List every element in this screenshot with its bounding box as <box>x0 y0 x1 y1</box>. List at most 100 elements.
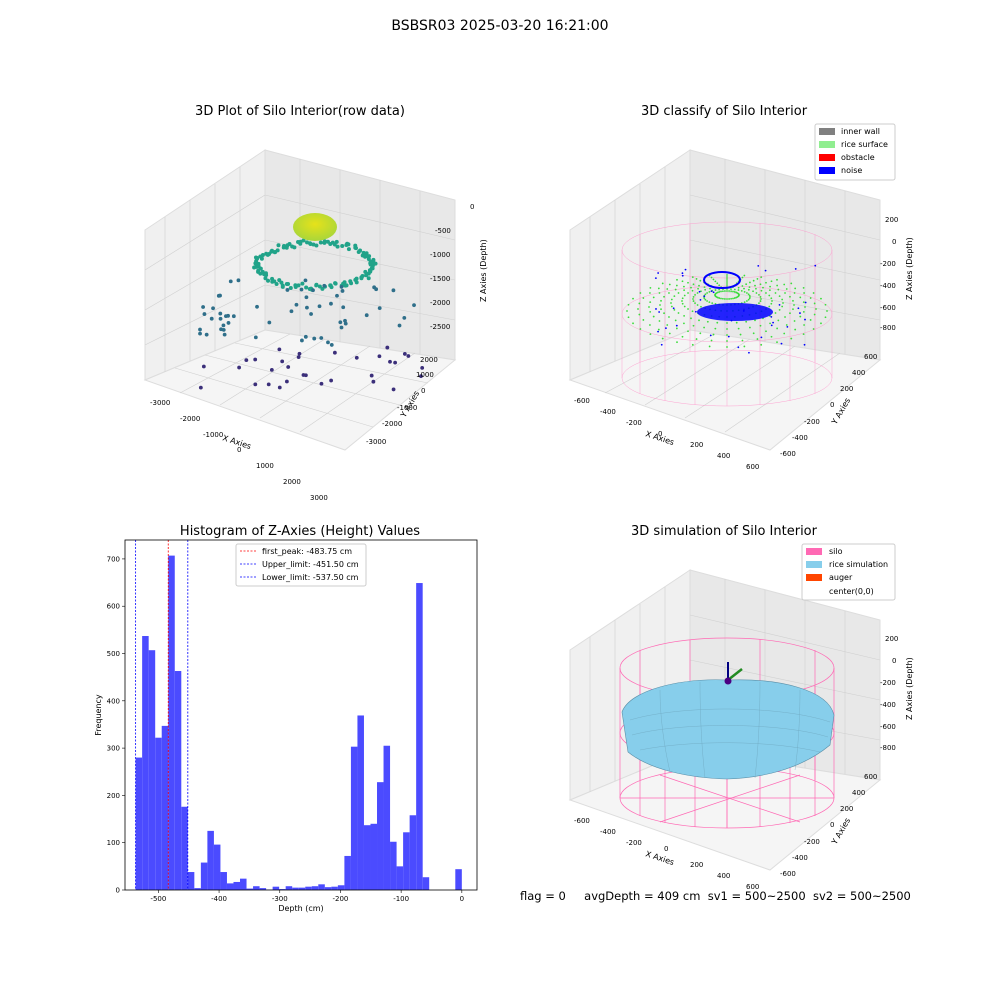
hist-xlabel: Depth (cm) <box>278 904 323 913</box>
p4-ztick-1: -600 <box>880 723 896 731</box>
p2-surface-point-6-29 <box>752 279 755 282</box>
p1-point-scatter-3 <box>319 336 324 340</box>
p2-surface-point-8-34 <box>820 297 822 300</box>
hist-bar-28 <box>318 884 325 890</box>
p2-surface-point-4-2 <box>778 308 781 311</box>
p4-legend-label-1: rice simulation <box>829 560 888 569</box>
p1-point-ring-18 <box>353 277 358 282</box>
p1-point-scatter-63 <box>198 327 202 332</box>
p2-surface-point-1-0 <box>749 296 751 298</box>
p2-noise-point-3 <box>684 268 687 271</box>
p1-point-ring-129 <box>361 250 366 255</box>
p1-point-scatter-30 <box>393 360 398 365</box>
p1-point-ring-111 <box>325 239 330 244</box>
p2-surface-point-6-13 <box>675 327 678 330</box>
p2-surface-point-2-14 <box>700 305 702 308</box>
p2-ytick-2: -200 <box>804 418 820 426</box>
p1-point-scatter-50 <box>402 352 407 356</box>
hist-bar-19 <box>259 888 267 890</box>
p2-surface-point-7-22 <box>657 287 660 290</box>
p1-point-ring-55 <box>266 278 271 283</box>
p1-grid <box>144 159 456 433</box>
p2-surface-point-3-20 <box>683 294 686 297</box>
p2-noise-point-20 <box>814 264 817 267</box>
p1-point-ring-52 <box>270 276 275 281</box>
p4-ytick-5: 400 <box>852 789 865 797</box>
p2-surface-point-7-9 <box>726 340 728 342</box>
p1-point-scatter-70 <box>420 365 425 370</box>
p1-point-ring-125 <box>356 250 361 255</box>
p4-xtick-5: 400 <box>717 872 730 880</box>
p2-surface-point-3-32 <box>760 289 763 292</box>
p2-surface-point-1-4 <box>743 301 746 304</box>
hist-bar-10 <box>200 862 208 890</box>
p2-surface-point-6-26 <box>712 278 715 281</box>
p2-surface-point-5-27 <box>726 280 728 282</box>
p1-point-scatter-38 <box>201 305 205 309</box>
p2-surface-point-1-16 <box>704 298 707 301</box>
p2-surface-point-7-5 <box>783 332 786 335</box>
p2-surface-point-0-25 <box>721 290 724 293</box>
p2-noise-point-10 <box>654 277 657 280</box>
p2-surface-point-0-28 <box>728 290 730 292</box>
p2-surface-point-8-14 <box>649 333 652 336</box>
p1-point-ring-103 <box>305 240 310 245</box>
p2-surface-point-8-30 <box>776 278 778 281</box>
p2-surface-point-4-14 <box>683 314 686 317</box>
p2-surface-point-5-4 <box>777 319 780 322</box>
p2-surface-point-4-22 <box>683 289 686 292</box>
hist-vlines <box>135 540 189 890</box>
hist-bar-4 <box>161 725 169 890</box>
p2-noise-point-1 <box>799 312 801 314</box>
p1-point-ring-77 <box>255 256 260 261</box>
p1-point-scatter-16 <box>304 295 309 300</box>
p2-noise-point-28 <box>681 274 684 277</box>
p2-surface-point-4-16 <box>673 308 676 311</box>
p2-surface-point-2-22 <box>700 290 702 293</box>
p2-surface-point-0-13 <box>718 297 721 299</box>
p2-xtick-1: -400 <box>600 408 616 416</box>
p2-surface-point-2-19 <box>692 296 695 298</box>
p2-noise-point-14 <box>709 334 712 337</box>
hist-frame <box>124 539 478 891</box>
p2-surface-point-1-3 <box>746 300 748 302</box>
p2-surface-point-2-20 <box>694 293 696 296</box>
hist-bar-16 <box>240 878 247 890</box>
p2-noise-point-0 <box>770 315 773 318</box>
p4-xtick-4: 200 <box>690 861 703 869</box>
p1-ztick-1: -2000 <box>430 299 450 307</box>
p2-surface-point-6-5 <box>776 327 779 330</box>
p1-point-ring-133 <box>367 254 372 259</box>
p2-surface-point-8-16 <box>632 322 634 325</box>
p2-surface-point-4-15 <box>677 312 680 314</box>
p2-surface-point-6-17 <box>649 310 652 313</box>
p2-surface-point-2-16 <box>694 302 696 305</box>
p2-floor-pane <box>568 329 882 451</box>
p2-surface-point-2-24 <box>709 287 711 290</box>
p2-surface-point-6-12 <box>687 330 689 333</box>
p1-point-scatter-82 <box>198 385 203 390</box>
p2-surface-point-6-0 <box>804 306 806 308</box>
p2-surface-point-2-1 <box>759 300 762 302</box>
hist-yticks: 0 100 200 300 400 500 600 700 <box>107 555 125 895</box>
p1-point-ring-116 <box>340 243 345 248</box>
p2-surface-point-7-26 <box>710 276 713 279</box>
p2-surface-point-7-6 <box>770 335 773 338</box>
p2-surface-point-4-23 <box>690 286 692 289</box>
p1-point-scatter-2 <box>388 359 392 364</box>
p2-surface-point-8-11 <box>691 343 694 346</box>
p1-point-scatter-4 <box>338 320 343 325</box>
p1-point-scatter-74 <box>397 323 402 328</box>
p2-surface-point-2-29 <box>737 286 740 289</box>
p2-xtick-3: 0 <box>658 430 662 438</box>
hist-bar-1 <box>142 636 149 890</box>
hist-bar-2 <box>148 650 156 890</box>
p2-surface-point-4-31 <box>762 286 764 289</box>
p2-surface-point-7-2 <box>809 319 812 321</box>
p1-point-scatter-80 <box>285 288 290 292</box>
p1-point-scatter-71 <box>412 303 416 308</box>
hist-xticks: -500 -400 -300 -200 -100 0 <box>150 890 464 903</box>
p1-point-scatter-27 <box>419 374 423 379</box>
p2-surface-point-6-18 <box>648 306 650 308</box>
p2-surface-point-2-2 <box>758 302 760 305</box>
